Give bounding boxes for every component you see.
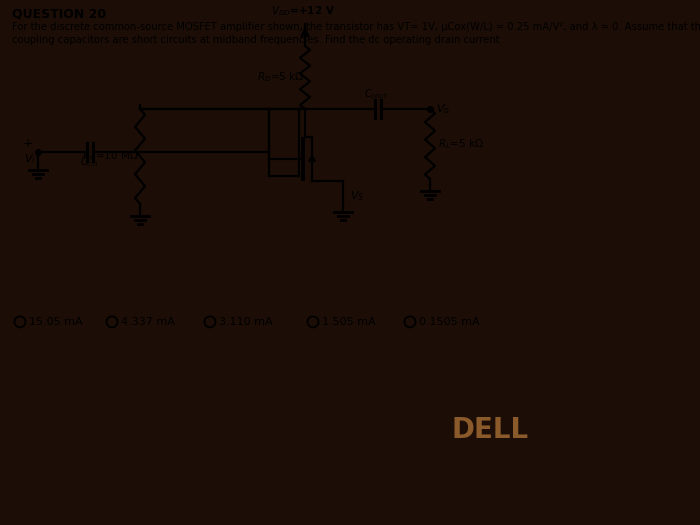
Text: For the discrete common-source MOSFET amplifier shown, the transistor has VT= 1V: For the discrete common-source MOSFET am… <box>12 22 700 32</box>
Text: $R_L$=5 k$\Omega$: $R_L$=5 k$\Omega$ <box>438 137 484 151</box>
Text: $R_D$=5 k$\Omega$: $R_D$=5 k$\Omega$ <box>257 70 304 85</box>
Text: $V_i$: $V_i$ <box>24 152 36 166</box>
Text: QUESTION 20: QUESTION 20 <box>12 8 106 21</box>
Text: 3.110 mA: 3.110 mA <box>219 317 272 327</box>
Text: $V_{DD}$=+12 V: $V_{DD}$=+12 V <box>271 4 335 18</box>
Text: DELL: DELL <box>452 416 528 444</box>
Text: $R_G$=10 M$\Omega$: $R_G$=10 M$\Omega$ <box>82 150 139 163</box>
Text: coupling capacitors are short circuits at midband frequencies. Find the dc opera: coupling capacitors are short circuits a… <box>12 35 500 45</box>
Text: 1.505 mA: 1.505 mA <box>322 317 376 327</box>
Text: $C_{cin}$: $C_{cin}$ <box>80 155 98 169</box>
Text: 15.05 mA: 15.05 mA <box>29 317 83 327</box>
Text: $V_S$: $V_S$ <box>350 189 364 203</box>
Text: 0.1505 mA: 0.1505 mA <box>419 317 480 327</box>
Text: +: + <box>22 137 34 150</box>
Text: $V_o$: $V_o$ <box>436 102 450 116</box>
Text: $C_{cout}$: $C_{cout}$ <box>364 87 388 101</box>
Text: 4.337 mA: 4.337 mA <box>121 317 175 327</box>
